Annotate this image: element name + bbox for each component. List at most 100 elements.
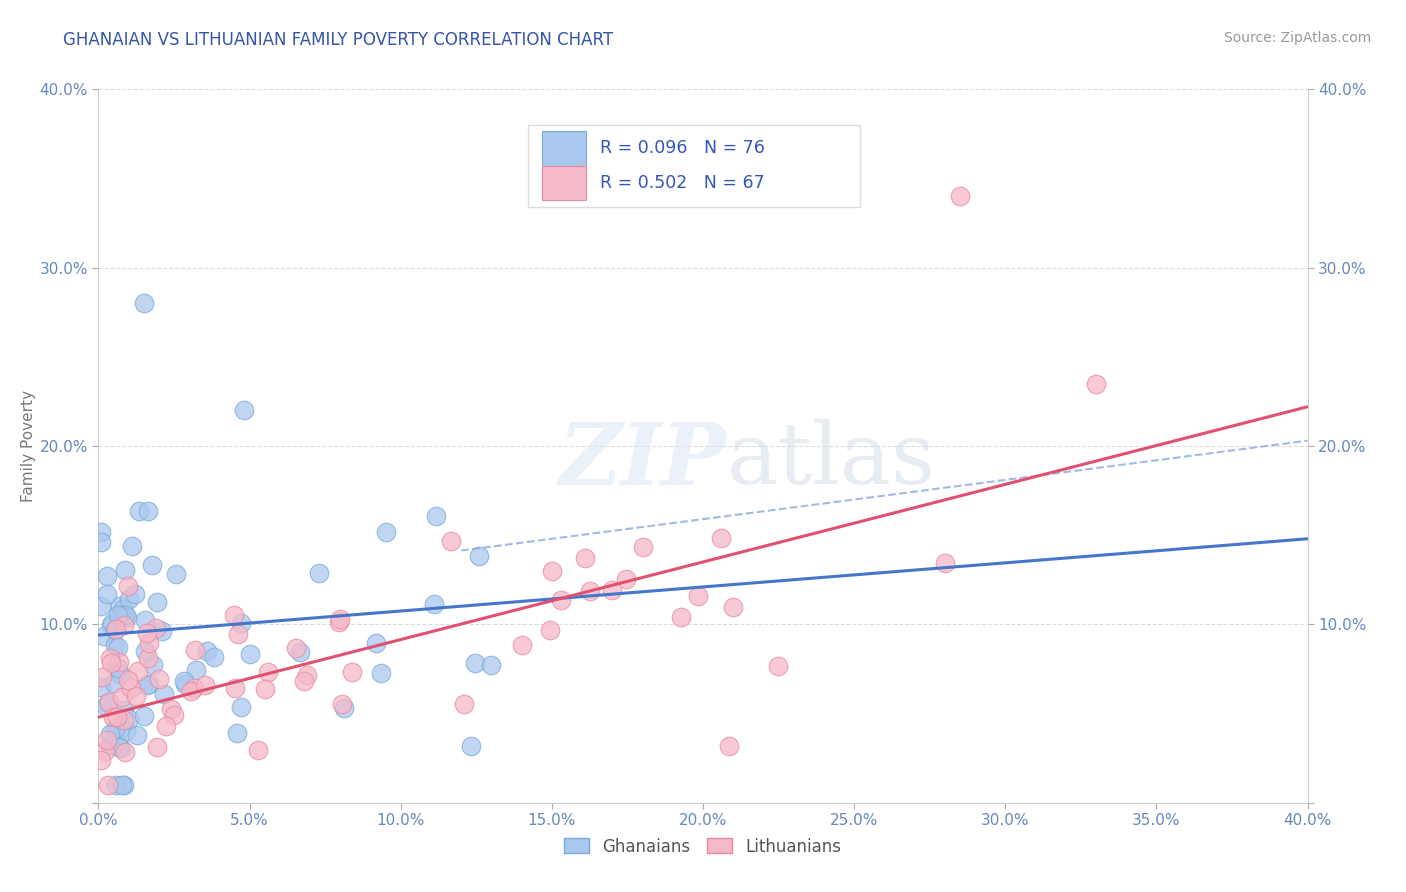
Point [460, 739, 482, 753]
Point [183, 681, 205, 696]
Point [125, 689, 148, 703]
Point [100, 656, 122, 670]
Legend: Ghanaians, Lithuanians: Ghanaians, Lithuanians [558, 831, 848, 863]
Point [118, 592, 141, 607]
Point [98, 727, 121, 741]
Point [104, 624, 127, 638]
Point [97, 778, 120, 792]
Point [142, 658, 165, 673]
Point [104, 639, 127, 653]
Point [288, 645, 311, 659]
Point [229, 616, 252, 631]
Point [1085, 377, 1108, 392]
Point [194, 678, 217, 692]
Point [145, 621, 167, 635]
Point [98, 738, 121, 752]
Point [111, 602, 134, 616]
Point [540, 564, 562, 578]
Point [100, 618, 122, 632]
Point [148, 673, 170, 687]
Point [136, 626, 159, 640]
Point [174, 676, 197, 690]
Point [332, 701, 354, 715]
Point [150, 624, 173, 638]
Point [120, 681, 142, 696]
Point [328, 615, 350, 629]
Point [127, 664, 149, 678]
Point [96, 733, 118, 747]
Point [98, 651, 121, 665]
Point [117, 579, 139, 593]
FancyBboxPatch shape [543, 166, 586, 200]
Point [538, 623, 561, 637]
Point [90, 599, 112, 613]
Point [107, 640, 129, 654]
Point [631, 540, 654, 554]
Point [132, 296, 155, 310]
Point [370, 666, 392, 681]
Point [96, 587, 118, 601]
Point [375, 525, 398, 540]
Point [136, 678, 159, 692]
Point [614, 572, 637, 586]
Point [163, 708, 186, 723]
Point [184, 664, 207, 678]
Point [110, 599, 132, 614]
Point [226, 627, 249, 641]
Point [202, 650, 225, 665]
FancyBboxPatch shape [527, 125, 860, 207]
FancyBboxPatch shape [543, 131, 586, 166]
Point [602, 582, 624, 597]
Point [723, 600, 745, 615]
Point [96, 569, 118, 583]
Point [93, 629, 115, 643]
Point [110, 741, 132, 756]
Point [155, 719, 177, 733]
Point [579, 584, 602, 599]
Point [688, 589, 710, 603]
Point [108, 656, 131, 670]
Point [112, 713, 135, 727]
Point [117, 609, 139, 624]
Point [224, 607, 246, 622]
Point [90, 753, 112, 767]
Point [114, 563, 136, 577]
Point [93, 744, 115, 758]
Point [90, 681, 112, 695]
Point [284, 641, 307, 656]
Point [98, 695, 121, 709]
Point [340, 665, 363, 679]
Point [105, 622, 128, 636]
Point [110, 667, 132, 681]
Point [138, 635, 160, 649]
Point [134, 614, 156, 628]
Point [110, 608, 132, 623]
Point [229, 700, 252, 714]
Point [768, 659, 790, 673]
Point [103, 676, 125, 690]
Point [111, 778, 134, 792]
Point [254, 681, 277, 696]
Point [132, 709, 155, 723]
Point [453, 698, 475, 712]
Point [669, 610, 692, 624]
Point [90, 670, 112, 684]
Text: R = 0.096   N = 76: R = 0.096 N = 76 [600, 139, 765, 157]
Point [105, 710, 128, 724]
Point [121, 539, 143, 553]
Point [107, 607, 129, 622]
Point [107, 740, 129, 755]
Point [710, 531, 733, 545]
Point [97, 696, 120, 710]
Point [136, 504, 159, 518]
Point [114, 607, 136, 622]
Point [111, 690, 134, 704]
Point [467, 549, 489, 563]
Text: GHANAIAN VS LITHUANIAN FAMILY POVERTY CORRELATION CHART: GHANAIAN VS LITHUANIAN FAMILY POVERTY CO… [63, 31, 613, 49]
Point [440, 534, 463, 549]
Point [165, 567, 187, 582]
Point [108, 723, 131, 738]
Point [195, 644, 218, 658]
Point [425, 508, 447, 523]
Point [118, 712, 141, 726]
